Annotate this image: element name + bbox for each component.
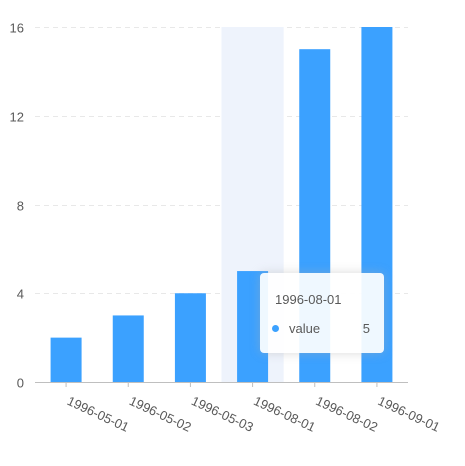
tooltip-marker-icon bbox=[272, 325, 279, 332]
x-tick-label: 1996-05-03 bbox=[189, 393, 256, 435]
y-tick-label: 8 bbox=[17, 199, 24, 214]
x-axis: 1996-05-011996-05-021996-05-031996-08-01… bbox=[65, 382, 442, 435]
y-tick-label: 4 bbox=[17, 287, 24, 302]
x-tick-label: 1996-08-01 bbox=[251, 393, 318, 435]
tooltip-series-name: value bbox=[289, 321, 321, 336]
tooltip: 1996-08-01 value 5 bbox=[260, 273, 384, 353]
tooltip-title: 1996-08-01 bbox=[275, 292, 342, 307]
y-tick-label: 16 bbox=[10, 21, 24, 36]
bar bbox=[112, 315, 144, 382]
bar bbox=[50, 337, 82, 382]
tooltip-row: value 5 bbox=[272, 321, 370, 336]
y-tick-label: 12 bbox=[10, 110, 24, 125]
x-tick-label: 1996-08-02 bbox=[313, 393, 380, 435]
y-tick-label: 0 bbox=[17, 376, 24, 391]
x-tick-label: 1996-05-02 bbox=[127, 393, 194, 435]
tooltip-value: 5 bbox=[362, 321, 370, 336]
x-tick-label: 1996-05-01 bbox=[65, 393, 132, 435]
bar bbox=[174, 293, 206, 382]
y-axis: 0 4 8 12 16 bbox=[10, 21, 24, 391]
x-tick-label: 1996-09-01 bbox=[376, 393, 443, 435]
